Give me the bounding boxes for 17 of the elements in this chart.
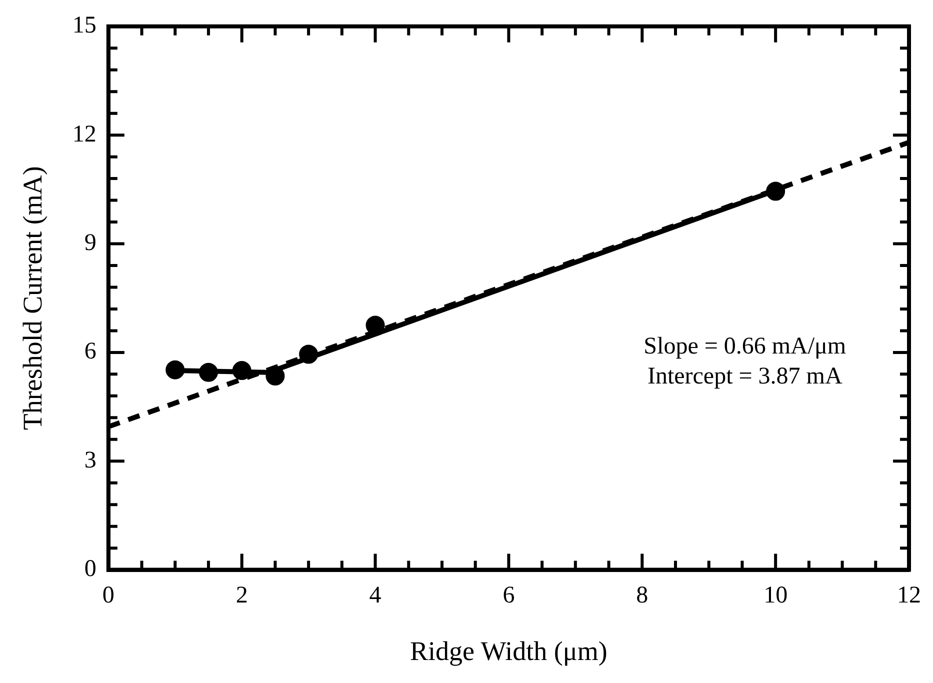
y-tick-label: 3 xyxy=(84,447,96,474)
x-tick-label: 2 xyxy=(236,582,248,608)
x-tick-label: 12 xyxy=(897,582,921,608)
x-tick-label: 8 xyxy=(636,582,648,608)
annotation: Intercept = 3.87 mA xyxy=(647,363,843,390)
y-tick-label: 15 xyxy=(72,12,96,39)
x-axis-title: Ridge Width (μm) xyxy=(410,636,608,666)
annotation: Slope = 0.66 mA/μm xyxy=(644,333,846,360)
x-tick-label: 6 xyxy=(502,582,515,608)
x-tick-label: 4 xyxy=(369,582,382,608)
y-tick-label: 12 xyxy=(72,121,96,148)
y-tick-label: 6 xyxy=(84,338,96,365)
x-tick-label: 0 xyxy=(102,582,114,608)
y-tick-label: 9 xyxy=(84,230,96,256)
y-axis-title: Threshold Current (mA) xyxy=(17,166,48,430)
y-tick-label: 0 xyxy=(84,556,96,582)
x-tick-label: 10 xyxy=(764,582,788,608)
